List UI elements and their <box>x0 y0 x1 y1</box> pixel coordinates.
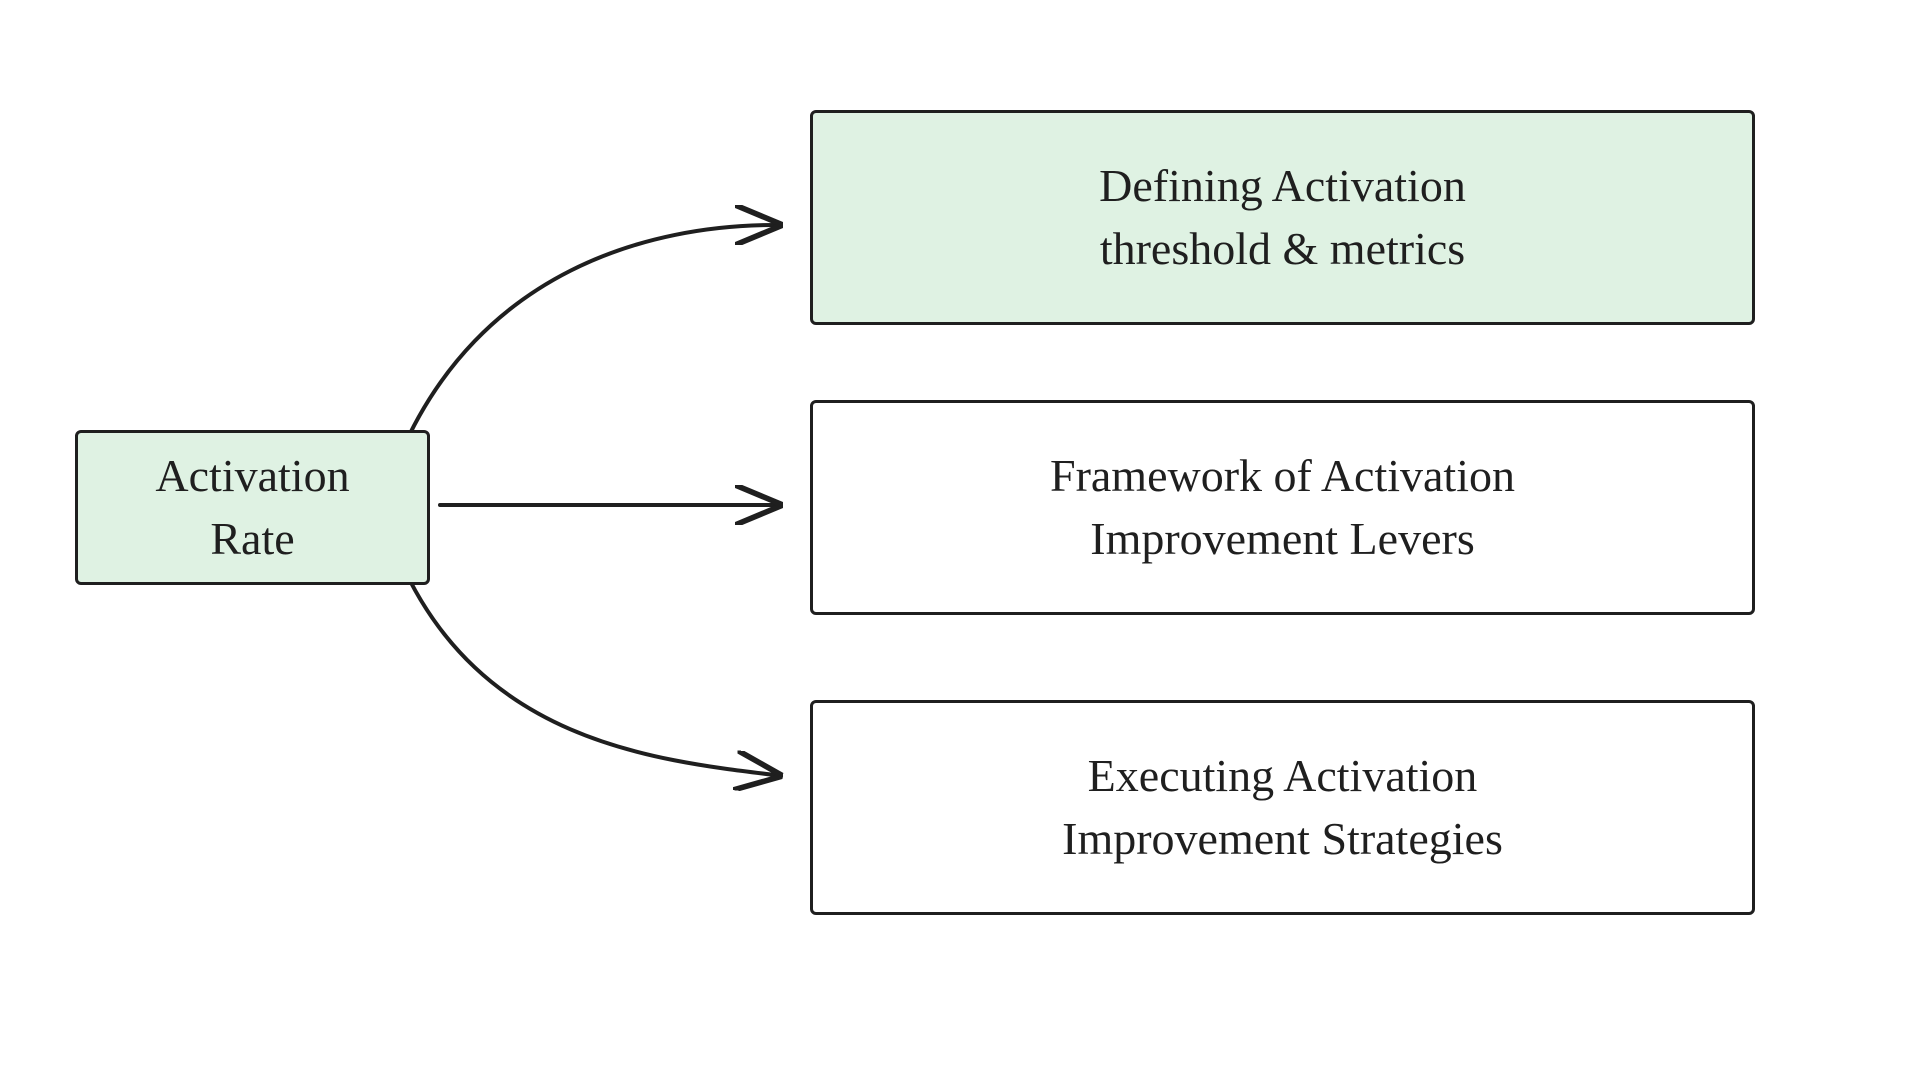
node-framework-levers: Framework of ActivationImprovement Lever… <box>810 400 1755 615</box>
edge-root-to-n3 <box>400 560 775 775</box>
node-label: Framework of ActivationImprovement Lever… <box>1050 445 1515 569</box>
node-activation-rate: ActivationRate <box>75 430 430 585</box>
node-label: ActivationRate <box>155 445 349 569</box>
node-label: Executing ActivationImprovement Strategi… <box>1062 745 1503 869</box>
node-defining-activation: Defining Activationthreshold & metrics <box>810 110 1755 325</box>
diagram-canvas: ActivationRate Defining Activationthresh… <box>0 0 1920 1080</box>
node-executing-strategies: Executing ActivationImprovement Strategi… <box>810 700 1755 915</box>
edge-root-to-n1 <box>400 225 775 455</box>
node-label: Defining Activationthreshold & metrics <box>1099 155 1466 279</box>
